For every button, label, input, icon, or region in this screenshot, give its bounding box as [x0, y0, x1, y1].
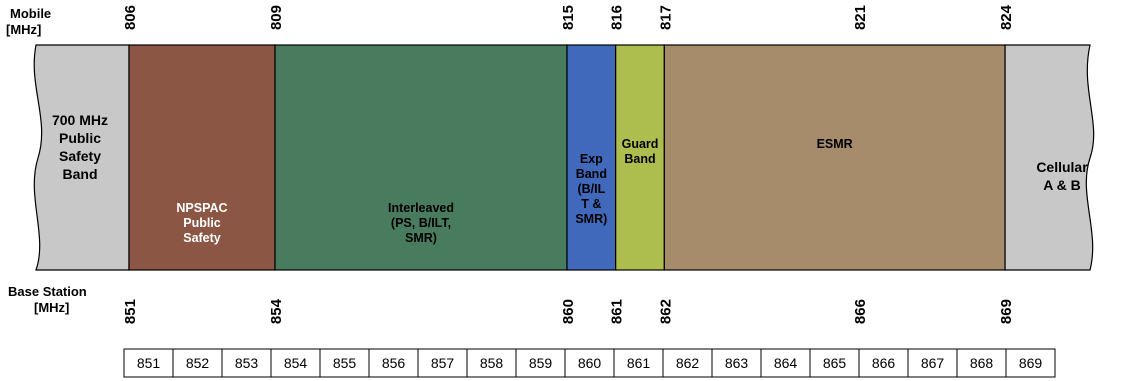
edge-band-left [33, 44, 130, 271]
base-station-axis-title: Base Station [MHz] [8, 284, 90, 315]
ruler-cell [123, 348, 174, 378]
ruler-cell [270, 348, 321, 378]
ruler-cell [564, 348, 615, 378]
ruler-cell-label: 862 [676, 355, 700, 371]
ruler-cell-label: 856 [382, 355, 406, 371]
ruler-cell [662, 348, 713, 378]
band-exp-band [566, 44, 617, 271]
base-tick-label: 854 [268, 298, 285, 324]
mobile-tick-label: 815 [560, 5, 577, 30]
edge-bands: 700 MHz Public Safety Band Cellular A & B [33, 44, 1095, 271]
ruler-cell [613, 348, 664, 378]
ruler-cell-label: 858 [480, 355, 504, 371]
band-exp-band-label: Exp Band (B/IL T & SMR) [575, 152, 607, 226]
base-tick-label: 851 [122, 299, 139, 324]
mobile-tick-label: 816 [609, 5, 626, 30]
ruler-cell-label: 866 [872, 355, 896, 371]
band-guard-band [615, 44, 665, 271]
ruler-cell-label: 852 [186, 355, 210, 371]
band-interleaved-label: Interleaved (PS, B/ILT, SMR) [388, 201, 454, 245]
ruler-cell-label: 865 [823, 355, 847, 371]
ruler-cell [319, 348, 370, 378]
ruler-cell-label: 864 [774, 355, 798, 371]
ruler-cell-label: 863 [725, 355, 749, 371]
band-interleaved [274, 44, 568, 271]
mobile-axis-title: Mobile [MHz] [6, 6, 55, 37]
ruler-cell [711, 348, 762, 378]
edge-band-right [1004, 44, 1095, 271]
band-guard-band-label: Guard Band [622, 137, 659, 166]
ruler-cell [1005, 348, 1056, 378]
mobile-tick-label: 809 [268, 5, 285, 30]
base-tick-label: 860 [560, 299, 577, 324]
band-esmr [663, 44, 1006, 271]
base-tick-label: 866 [852, 299, 869, 324]
ruler-cell-label: 857 [431, 355, 455, 371]
ruler-cell [809, 348, 860, 378]
frequency-ticks: 806 809 815 816 817 821 824 851 854 860 861 862 866 8… [122, 4, 1015, 324]
mobile-tick-label: 821 [852, 5, 869, 30]
band-blocks: NPSPAC Public Safety Interleaved (PS, B/ILT,… [128, 44, 1006, 271]
ruler-cell-label: 853 [235, 355, 259, 371]
ruler-cell-label: 854 [284, 355, 308, 371]
band-npspac-label: NPSPAC Public Safety [176, 201, 227, 245]
ruler-cell-label: 869 [1019, 355, 1043, 371]
ruler-cell-label: 867 [921, 355, 945, 371]
ruler-cell-label: 868 [970, 355, 994, 371]
mobile-tick-label: 806 [122, 5, 139, 30]
band-esmr-label: ESMR [817, 137, 853, 151]
base-tick-label: 861 [609, 299, 626, 324]
mobile-tick-label: 817 [657, 5, 674, 30]
base-frequency-ruler: 851 852 853 854 855 856 857 858 859 860 861 862 863 8… [123, 348, 1056, 378]
ruler-cell [515, 348, 566, 378]
band-npspac [128, 44, 276, 271]
ruler-cell [368, 348, 419, 378]
edge-band-right-label: Cellular A & B [1036, 159, 1088, 193]
ruler-cell-label: 855 [333, 355, 357, 371]
ruler-cell [760, 348, 811, 378]
edge-band-left-label: 700 MHz Public Safety Band [52, 112, 108, 182]
ruler-cell-label: 859 [529, 355, 553, 371]
ruler-cell [956, 348, 1007, 378]
axis-titles: Mobile [MHz] Base Station [MHz] [6, 6, 90, 315]
ruler-cell-label: 851 [137, 355, 161, 371]
mobile-tick-label: 824 [998, 4, 1015, 30]
ruler-cell [221, 348, 272, 378]
ruler-cell-label: 861 [627, 355, 651, 371]
base-tick-label: 862 [657, 299, 674, 324]
ruler-cell-label: 860 [578, 355, 602, 371]
base-tick-label: 869 [998, 299, 1015, 324]
